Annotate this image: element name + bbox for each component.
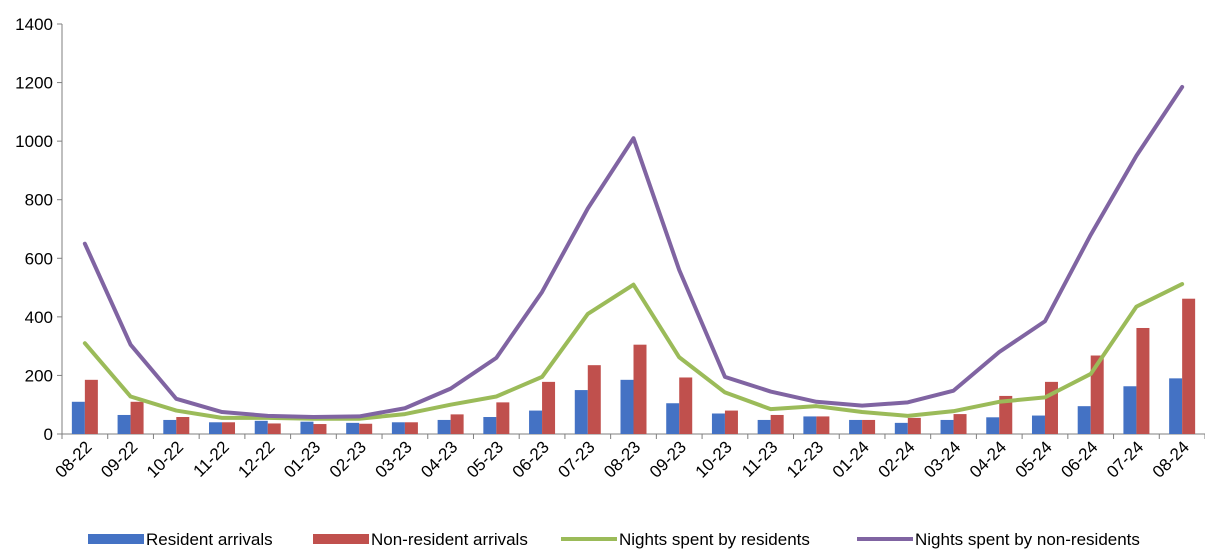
bar-non-resident-arrivals bbox=[1182, 298, 1196, 434]
bar-non-resident-arrivals bbox=[359, 423, 373, 434]
y-tick-label: 1000 bbox=[15, 132, 53, 151]
bar-resident-arrivals bbox=[620, 379, 634, 434]
bar-resident-arrivals bbox=[940, 419, 954, 434]
bar-resident-arrivals bbox=[163, 419, 177, 434]
line-nights-spent-by-non-residents bbox=[82, 84, 1185, 420]
x-tick-label: 05-23 bbox=[463, 437, 507, 481]
bar-resident-arrivals bbox=[986, 417, 1000, 434]
y-tick-label: 800 bbox=[25, 191, 53, 210]
x-tick-label: 10-23 bbox=[692, 437, 736, 481]
bar-resident-arrivals bbox=[529, 410, 543, 434]
bar-non-resident-arrivals bbox=[130, 401, 144, 434]
bar-resident-arrivals bbox=[1077, 406, 1091, 434]
bar-resident-arrivals bbox=[757, 419, 771, 434]
x-tick-label: 04-23 bbox=[417, 437, 461, 481]
bar-resident-arrivals bbox=[346, 422, 360, 434]
x-tick-label: 03-24 bbox=[920, 437, 964, 481]
line-series-group bbox=[82, 84, 1185, 421]
legend-label: Non-resident arrivals bbox=[371, 530, 528, 549]
legend-label: Nights spent by non-residents bbox=[915, 530, 1140, 549]
bar-resident-arrivals bbox=[1031, 415, 1045, 434]
x-tick-label: 07-24 bbox=[1103, 437, 1147, 481]
bar-non-resident-arrivals bbox=[1136, 327, 1150, 434]
bar-resident-arrivals bbox=[483, 417, 497, 434]
bar-resident-arrivals bbox=[437, 419, 451, 434]
bar-resident-arrivals bbox=[300, 421, 314, 434]
bar-non-resident-arrivals bbox=[953, 414, 967, 434]
bar-non-resident-arrivals bbox=[633, 344, 647, 434]
bar-non-resident-arrivals bbox=[724, 410, 738, 434]
y-tick-label: 200 bbox=[25, 366, 53, 385]
legend-swatch bbox=[88, 534, 144, 544]
x-tick-label: 08-24 bbox=[1149, 437, 1193, 481]
bar-non-resident-arrivals bbox=[816, 416, 830, 434]
bar-non-resident-arrivals bbox=[999, 395, 1013, 434]
x-tick-label: 11-22 bbox=[190, 437, 233, 480]
bar-non-resident-arrivals bbox=[267, 423, 281, 434]
bar-resident-arrivals bbox=[803, 416, 817, 434]
bar-non-resident-arrivals bbox=[450, 414, 464, 434]
y-tick-label: 0 bbox=[44, 425, 53, 444]
legend-label: Nights spent by residents bbox=[619, 530, 810, 549]
bar-non-resident-arrivals bbox=[770, 414, 784, 434]
x-tick-label: 12-23 bbox=[783, 437, 827, 481]
bar-resident-arrivals bbox=[254, 420, 268, 434]
y-tick-label: 1200 bbox=[15, 74, 53, 93]
x-tick-label: 02-24 bbox=[874, 437, 918, 481]
bar-non-resident-arrivals bbox=[84, 379, 98, 434]
x-tick-label: 08-23 bbox=[600, 437, 644, 481]
axes bbox=[57, 23, 1205, 439]
x-tick-label: 04-24 bbox=[966, 437, 1010, 481]
bar-non-resident-arrivals bbox=[404, 422, 418, 434]
bar-resident-arrivals bbox=[666, 403, 680, 434]
x-tick-label: 01-24 bbox=[829, 437, 873, 481]
x-tick-label: 05-24 bbox=[1012, 437, 1056, 481]
bar-non-resident-arrivals bbox=[907, 417, 921, 434]
x-tick-label: 07-23 bbox=[554, 437, 598, 481]
bar-resident-arrivals bbox=[711, 413, 725, 434]
x-tick-label: 09-22 bbox=[97, 437, 141, 481]
y-tick-label: 400 bbox=[25, 308, 53, 327]
legend: Resident arrivals Non-resident arrivals Ni… bbox=[88, 530, 1140, 549]
bar-resident-arrivals bbox=[391, 422, 405, 434]
bar-non-resident-arrivals bbox=[222, 422, 236, 434]
bar-resident-arrivals bbox=[117, 414, 131, 434]
x-tick-label: 06-23 bbox=[509, 437, 553, 481]
bar-series-group bbox=[71, 298, 1196, 434]
legend-label: Resident arrivals bbox=[146, 530, 273, 549]
bar-resident-arrivals bbox=[1123, 386, 1137, 434]
bar-non-resident-arrivals bbox=[1090, 355, 1104, 434]
x-tick-label: 01-23 bbox=[280, 437, 324, 481]
bar-non-resident-arrivals bbox=[496, 402, 510, 434]
bar-resident-arrivals bbox=[209, 422, 223, 434]
y-tick-labels: 0 200 400 600 800 1000 1200 1400 bbox=[15, 15, 53, 444]
x-tick-label: 02-23 bbox=[326, 437, 370, 481]
x-tick-labels: 08-22 09-22 10-22 11-22 12-22 01-23 02-23 03-23… bbox=[52, 437, 1193, 481]
bar-non-resident-arrivals bbox=[679, 377, 693, 434]
bar-resident-arrivals bbox=[849, 419, 863, 434]
bar-resident-arrivals bbox=[71, 401, 85, 434]
bar-resident-arrivals bbox=[1169, 378, 1183, 434]
bar-non-resident-arrivals bbox=[862, 419, 876, 434]
line-nights-spent-by-residents bbox=[82, 282, 1185, 421]
x-tick-label: 12-22 bbox=[234, 437, 278, 481]
x-tick-label: 06-24 bbox=[1057, 437, 1101, 481]
x-tick-label: 11-23 bbox=[738, 437, 781, 480]
bar-resident-arrivals bbox=[574, 390, 588, 434]
y-tick-label: 1400 bbox=[15, 15, 53, 34]
bar-non-resident-arrivals bbox=[587, 365, 601, 434]
bar-resident-arrivals bbox=[894, 422, 908, 434]
bar-non-resident-arrivals bbox=[313, 424, 327, 434]
x-tick-label: 10-22 bbox=[143, 437, 187, 481]
y-tick-label: 600 bbox=[25, 249, 53, 268]
x-tick-label: 09-23 bbox=[646, 437, 690, 481]
bar-non-resident-arrivals bbox=[542, 381, 556, 434]
x-tick-label: 08-22 bbox=[52, 437, 96, 481]
legend-swatch bbox=[313, 534, 369, 544]
x-tick-label: 03-23 bbox=[372, 437, 416, 481]
bar-non-resident-arrivals bbox=[176, 417, 190, 434]
